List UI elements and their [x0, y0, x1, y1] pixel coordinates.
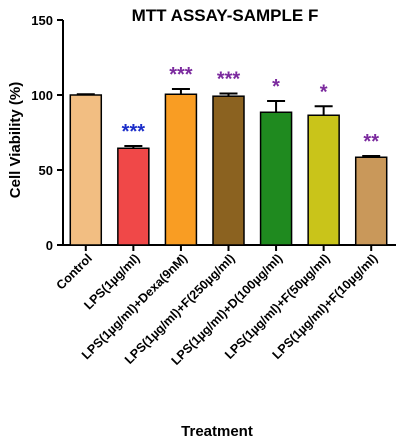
y-tick-label: 50 [39, 163, 53, 178]
bar [259, 111, 293, 246]
significance-label: *** [169, 64, 193, 86]
bar [212, 95, 245, 246]
chart-title: MTT ASSAY-SAMPLE F [132, 6, 319, 25]
bar [354, 156, 388, 246]
y-tick-label: 150 [31, 13, 53, 28]
significance-label: ** [363, 131, 379, 153]
bar [117, 147, 150, 246]
bar [164, 93, 198, 246]
significance-label: *** [217, 69, 241, 91]
bar [307, 114, 340, 246]
significance-label: * [320, 81, 328, 103]
plot-area: 050100150ControlLPS(1µg/ml)***LPS(1µg/ml… [31, 13, 396, 368]
x-tick-label: Control [54, 251, 95, 292]
x-axis-label: Treatment [181, 423, 253, 440]
significance-label: * [272, 76, 280, 98]
significance-label: *** [122, 121, 146, 143]
y-axis-label: Cell Viability (%) [7, 82, 24, 198]
bar [69, 94, 103, 246]
y-tick-label: 100 [31, 88, 53, 103]
y-tick-label: 0 [46, 238, 53, 253]
